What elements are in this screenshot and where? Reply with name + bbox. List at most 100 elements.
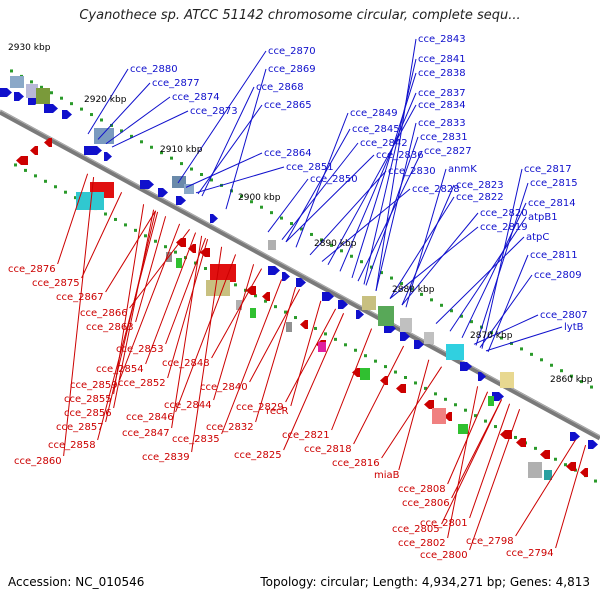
reverse-gene[interactable] (300, 320, 308, 329)
forward-gene[interactable] (84, 146, 102, 155)
forward-gene[interactable] (400, 332, 410, 341)
forward-gene[interactable] (460, 362, 472, 371)
reverse-gene[interactable] (380, 376, 388, 385)
forward-gene-label[interactable]: cce_2873 (190, 106, 238, 117)
gene-block[interactable] (446, 344, 464, 360)
forward-gene-label[interactable]: cce_2828 (412, 184, 460, 195)
reverse-gene[interactable] (262, 292, 270, 301)
reverse-gene[interactable] (396, 384, 406, 393)
forward-gene[interactable] (282, 272, 290, 281)
reverse-gene[interactable] (424, 400, 434, 409)
reverse-gene-label[interactable]: recR (266, 406, 289, 417)
reverse-gene[interactable] (516, 438, 526, 447)
reverse-gene-label[interactable]: cce_2806 (402, 498, 450, 509)
forward-gene-label[interactable]: cce_2849 (350, 108, 398, 119)
forward-gene[interactable] (210, 214, 218, 223)
reverse-gene-label[interactable]: cce_2858 (48, 440, 96, 451)
forward-gene-label[interactable]: anmK (448, 164, 477, 175)
reverse-gene[interactable] (30, 146, 38, 155)
forward-gene-label[interactable]: cce_2842 (360, 138, 408, 149)
gene-block[interactable] (400, 318, 412, 332)
reverse-gene-label[interactable]: cce_2829 (236, 402, 284, 413)
gene-block[interactable] (424, 332, 434, 344)
forward-gene[interactable] (44, 104, 58, 113)
reverse-gene-label[interactable]: cce_2867 (56, 292, 104, 303)
forward-gene[interactable] (588, 440, 598, 449)
reverse-gene-label[interactable]: cce_2848 (162, 358, 210, 369)
reverse-gene[interactable] (566, 462, 576, 471)
reverse-gene-label[interactable]: cce_2821 (282, 430, 330, 441)
forward-gene[interactable] (14, 92, 24, 101)
forward-gene-label[interactable]: cce_2841 (418, 54, 466, 65)
reverse-gene[interactable] (16, 156, 28, 165)
forward-gene-label[interactable]: cce_2880 (130, 64, 178, 75)
reverse-gene-label[interactable]: cce_2853 (116, 344, 164, 355)
forward-gene[interactable] (104, 152, 112, 161)
forward-gene[interactable] (62, 110, 72, 119)
reverse-gene-label[interactable]: cce_2839 (142, 452, 190, 463)
forward-gene-label[interactable]: atpC (526, 232, 549, 243)
gene-block[interactable] (250, 308, 256, 318)
reverse-gene-label[interactable]: cce_2825 (234, 450, 282, 461)
forward-gene[interactable] (296, 278, 306, 287)
gene-block[interactable] (10, 76, 24, 88)
reverse-gene-label[interactable]: cce_2859 (70, 380, 118, 391)
forward-gene[interactable] (0, 88, 12, 97)
forward-gene-label[interactable]: cce_2819 (480, 222, 528, 233)
reverse-gene-label[interactable]: cce_2866 (80, 308, 128, 319)
gene-block[interactable] (76, 192, 104, 210)
reverse-gene-label[interactable]: cce_2832 (206, 422, 254, 433)
forward-gene-label[interactable]: cce_2864 (264, 148, 312, 159)
forward-gene-label[interactable]: cce_2814 (528, 198, 576, 209)
gene-block[interactable] (268, 240, 276, 250)
gene-block[interactable] (458, 424, 468, 434)
reverse-gene-label[interactable]: cce_2855 (64, 394, 112, 405)
forward-gene-label[interactable]: cce_2830 (388, 166, 436, 177)
forward-gene-label[interactable]: atpB1 (528, 212, 558, 223)
forward-gene-label[interactable]: cce_2811 (530, 250, 578, 261)
gene-block[interactable] (488, 396, 494, 406)
forward-gene-label[interactable]: cce_2843 (418, 34, 466, 45)
forward-gene-label[interactable]: cce_2868 (256, 82, 304, 93)
reverse-gene-label[interactable]: cce_2847 (122, 428, 170, 439)
reverse-gene[interactable] (176, 238, 186, 247)
gene-block[interactable] (206, 280, 230, 296)
gene-block[interactable] (544, 470, 552, 480)
forward-gene[interactable] (492, 392, 504, 401)
forward-gene-label[interactable]: cce_2850 (310, 174, 358, 185)
forward-gene-label[interactable]: cce_2820 (480, 208, 528, 219)
forward-gene-label[interactable]: cce_2823 (456, 180, 504, 191)
forward-gene-label[interactable]: cce_2809 (534, 270, 582, 281)
forward-gene-label[interactable]: cce_2817 (524, 164, 572, 175)
reverse-gene[interactable] (352, 368, 362, 377)
forward-gene[interactable] (414, 340, 424, 349)
reverse-gene-label[interactable]: cce_2816 (332, 458, 380, 469)
forward-gene[interactable] (338, 300, 348, 309)
forward-gene-label[interactable]: cce_2822 (456, 192, 504, 203)
forward-gene-label[interactable]: cce_2827 (424, 146, 472, 157)
forward-gene-label[interactable]: cce_2838 (418, 68, 466, 79)
reverse-gene-label[interactable]: cce_2802 (398, 538, 446, 549)
reverse-gene[interactable] (540, 450, 550, 459)
forward-gene-label[interactable]: cce_2874 (172, 92, 220, 103)
reverse-gene-label[interactable]: cce_2835 (172, 434, 220, 445)
reverse-gene[interactable] (500, 430, 512, 439)
gene-block[interactable] (26, 84, 38, 98)
gene-block[interactable] (210, 264, 236, 282)
reverse-gene-label[interactable]: cce_2854 (96, 364, 144, 375)
forward-gene[interactable] (384, 324, 396, 333)
reverse-gene-label[interactable]: cce_2852 (118, 378, 166, 389)
forward-gene-label[interactable]: cce_2869 (268, 64, 316, 75)
reverse-gene-label[interactable]: cce_2798 (466, 536, 514, 547)
reverse-gene[interactable] (444, 412, 452, 421)
forward-gene-label[interactable]: cce_2845 (352, 124, 400, 135)
reverse-gene-label[interactable]: cce_2808 (398, 484, 446, 495)
forward-gene[interactable] (570, 432, 580, 441)
gene-block[interactable] (184, 184, 194, 194)
reverse-gene-label[interactable]: cce_2856 (64, 408, 112, 419)
reverse-gene-label[interactable]: cce_2875 (32, 278, 80, 289)
gene-block[interactable] (360, 368, 370, 380)
forward-gene-label[interactable]: cce_2815 (530, 178, 578, 189)
reverse-gene-label[interactable]: cce_2801 (420, 518, 468, 529)
gene-block[interactable] (176, 258, 182, 268)
